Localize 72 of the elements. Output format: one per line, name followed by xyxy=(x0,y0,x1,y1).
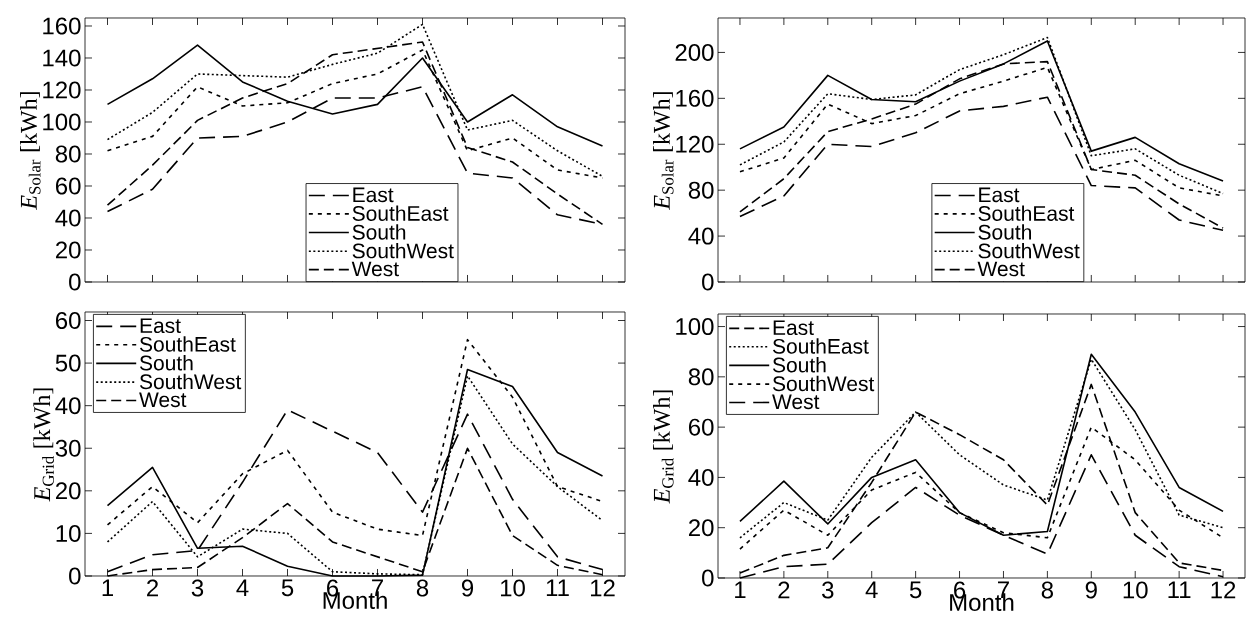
y-tick-label: 80 xyxy=(688,368,714,386)
legend-label: West xyxy=(772,394,820,410)
y-tick-label: 160 xyxy=(676,89,714,107)
y-tick-label: 140 xyxy=(43,49,81,67)
y-tick-label: 160 xyxy=(43,17,81,35)
x-tick-label: 12 xyxy=(590,579,615,597)
x-tick-label: 2 xyxy=(147,579,158,597)
y-tick-label: 10 xyxy=(56,524,81,542)
y-tick-label: 40 xyxy=(688,468,714,486)
legend-label: SouthWest xyxy=(352,242,454,259)
y-tick-label: 0 xyxy=(69,567,81,585)
y-tick-label: 40 xyxy=(688,227,714,245)
y-tick-label: 100 xyxy=(43,113,81,131)
legend-label: South xyxy=(978,224,1031,240)
y-tick-label: 40 xyxy=(55,209,81,227)
legend-label: SouthEast xyxy=(139,336,236,352)
x-tick-label: 8 xyxy=(1041,581,1053,599)
y-tick-label: 200 xyxy=(675,43,714,61)
y-tick-label: 80 xyxy=(55,145,81,163)
legend-label: East xyxy=(773,320,814,336)
x-tick-label: 1 xyxy=(102,579,113,597)
legend-label: West xyxy=(139,392,187,408)
legend-label: SouthWest xyxy=(772,375,875,392)
x-tick-label: 10 xyxy=(1123,581,1148,599)
y-tick-label: 30 xyxy=(55,439,81,457)
y-axis-title: E$_{Solar}$ [kWh] xyxy=(653,92,674,210)
legend-label: West xyxy=(351,261,399,277)
legend-label: East xyxy=(140,318,181,334)
legend-label: West xyxy=(977,261,1025,277)
x-tick-label: 10 xyxy=(500,579,525,597)
x-tick-label: 5 xyxy=(281,579,294,597)
x-tick-label: 9 xyxy=(1085,581,1097,599)
x-tick-label: 2 xyxy=(778,581,790,599)
legend-label: South xyxy=(772,357,826,373)
y-tick-label: 60 xyxy=(689,418,714,436)
y-tick-label: 40 xyxy=(55,397,81,415)
x-tick-label: 9 xyxy=(461,579,474,597)
legend-label: East xyxy=(979,187,1020,203)
y-axis-title: E$_{Grid}$ [kWh] xyxy=(33,388,54,502)
y-tick-label: 120 xyxy=(676,135,714,153)
legend-label: SouthWest xyxy=(139,373,242,390)
y-tick-label: 20 xyxy=(688,519,714,537)
legend-label: SouthEast xyxy=(978,205,1075,221)
y-tick-label: 60 xyxy=(56,312,81,330)
y-tick-label: 0 xyxy=(702,273,714,291)
y-tick-label: 50 xyxy=(55,354,81,372)
legend-label: South xyxy=(139,355,193,371)
x-tick-label: 1 xyxy=(735,581,746,599)
x-tick-label: 12 xyxy=(1211,581,1236,599)
x-tick-label: 8 xyxy=(416,579,429,597)
y-axis-title: E$_{Grid}$ [kWh] xyxy=(653,390,674,504)
legend-label: SouthWest xyxy=(978,242,1080,259)
y-tick-label: 0 xyxy=(69,273,81,291)
legend-label: SouthEast xyxy=(352,205,449,221)
x-tick-label: 3 xyxy=(822,581,834,599)
legend-label: East xyxy=(353,187,394,203)
x-tick-label: 4 xyxy=(865,581,878,599)
x-tick-label: 11 xyxy=(546,579,569,597)
x-tick-label: 4 xyxy=(236,579,249,597)
x-tick-label: 5 xyxy=(909,581,922,599)
legend-label: SouthEast xyxy=(772,338,869,354)
y-tick-label: 0 xyxy=(702,569,714,587)
y-axis-title: E$_{Solar}$ [kWh] xyxy=(20,92,41,210)
y-tick-label: 100 xyxy=(676,318,714,336)
y-tick-label: 20 xyxy=(55,482,81,500)
legend-label: South xyxy=(352,224,406,240)
y-tick-label: 60 xyxy=(56,177,81,195)
y-tick-label: 80 xyxy=(688,181,714,199)
x-tick-label: 3 xyxy=(191,579,204,597)
x-tick-label: 11 xyxy=(1168,581,1191,599)
y-tick-label: 120 xyxy=(43,81,81,99)
y-tick-label: 20 xyxy=(55,241,81,259)
